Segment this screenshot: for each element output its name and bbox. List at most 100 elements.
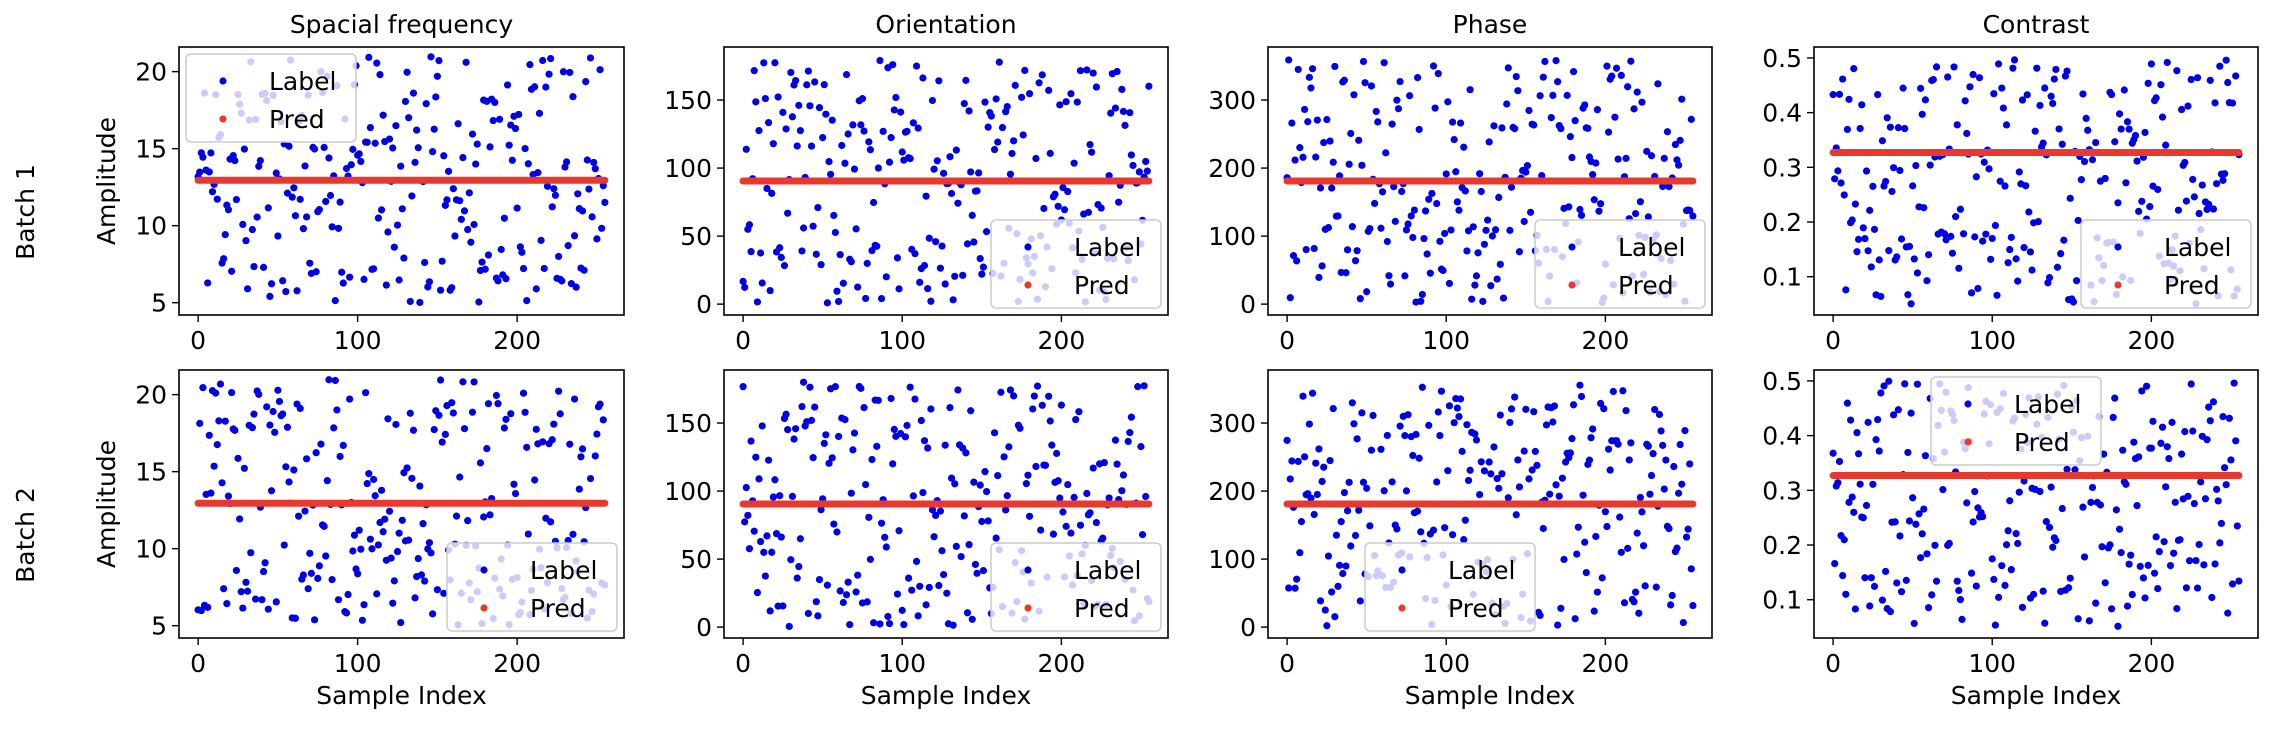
label-point — [590, 158, 598, 167]
label-point — [558, 277, 566, 285]
label-point — [1390, 183, 1398, 191]
label-point — [804, 609, 812, 618]
label-point — [422, 100, 430, 108]
label-point — [425, 539, 434, 547]
label-point — [377, 206, 386, 214]
label-point — [593, 430, 601, 438]
label-point — [2077, 176, 2085, 184]
y-tick-label: 150 — [664, 86, 712, 115]
label-point — [822, 431, 830, 439]
label-point — [1054, 202, 1062, 210]
label-point — [2006, 497, 2014, 505]
label-point — [1310, 244, 1318, 253]
label-point — [1592, 159, 1600, 167]
label-point — [1127, 151, 1135, 159]
label-point — [354, 570, 362, 578]
label-point — [822, 110, 830, 118]
label-point — [917, 416, 925, 425]
label-point — [1105, 494, 1113, 502]
label-point — [2080, 157, 2089, 166]
label-point — [326, 191, 335, 200]
label-point — [1455, 412, 1463, 421]
label-point — [2200, 561, 2208, 569]
label-point — [234, 454, 242, 462]
label-point — [2227, 456, 2235, 464]
label-point — [865, 138, 873, 146]
x-tick-label: 0 — [735, 326, 751, 355]
label-point — [392, 420, 400, 429]
label-point — [1862, 167, 1871, 175]
label-point — [930, 165, 938, 173]
label-point — [1560, 555, 1568, 564]
y-axis-label: Amplitude — [92, 440, 121, 568]
label-point — [1393, 96, 1401, 104]
label-point — [833, 287, 841, 295]
label-point — [357, 157, 365, 166]
label-point — [1999, 104, 2007, 112]
label-point — [863, 259, 871, 267]
label-point — [1450, 419, 1458, 427]
label-point — [2174, 206, 2183, 214]
label-point — [2190, 193, 2198, 201]
label-point — [1636, 198, 1644, 206]
label-point — [1038, 401, 1046, 409]
label-point — [1073, 98, 1081, 106]
label-point — [368, 545, 376, 553]
label-point — [1385, 272, 1393, 280]
label-point — [599, 182, 607, 190]
label-point — [1686, 460, 1694, 468]
label-point — [776, 492, 784, 500]
legend-marker-label — [480, 566, 488, 574]
label-point — [398, 205, 406, 213]
label-point — [2133, 502, 2141, 510]
x-tick-label: 0 — [735, 649, 751, 678]
label-point — [417, 571, 426, 579]
label-point — [1921, 452, 1929, 460]
label-point — [893, 590, 902, 598]
label-point — [1956, 596, 1965, 604]
legend-label-text: Label — [2014, 390, 2081, 419]
label-point — [468, 130, 477, 138]
y-tick-label: 5 — [151, 289, 167, 318]
label-point — [1910, 619, 1918, 628]
label-point — [240, 145, 248, 153]
label-point — [1024, 471, 1032, 479]
label-point — [1867, 263, 1875, 271]
legend-box — [1930, 376, 2102, 466]
label-point — [1032, 462, 1040, 471]
label-point — [1630, 105, 1638, 113]
label-point — [1522, 168, 1530, 176]
x-tick-label: 200 — [493, 326, 541, 355]
label-point — [1569, 401, 1578, 409]
label-point — [1875, 256, 1883, 264]
label-point — [990, 429, 999, 437]
label-point — [2107, 605, 2116, 613]
label-point — [1979, 512, 1987, 521]
label-point — [1974, 284, 1982, 293]
label-point — [1458, 447, 1466, 455]
label-point — [1417, 297, 1425, 305]
label-point — [2079, 90, 2087, 98]
label-point — [1651, 405, 1659, 414]
label-point — [1638, 508, 1646, 516]
label-point — [1107, 109, 1115, 117]
label-point — [1982, 230, 1990, 238]
label-point — [1351, 257, 1360, 265]
label-point — [492, 391, 500, 400]
label-point — [2155, 548, 2163, 556]
label-point — [1845, 95, 1853, 103]
subplot-title: Spacial frequency — [290, 10, 514, 39]
label-point — [518, 248, 526, 256]
label-point — [1963, 129, 1971, 138]
label-point — [831, 383, 840, 391]
label-point — [1866, 602, 1874, 610]
label-point — [1604, 445, 1613, 453]
label-point — [2163, 443, 2171, 451]
label-point — [752, 453, 760, 461]
label-point — [1000, 453, 1008, 461]
label-point — [500, 214, 508, 222]
label-point — [2092, 138, 2100, 147]
label-point — [1905, 517, 1914, 525]
